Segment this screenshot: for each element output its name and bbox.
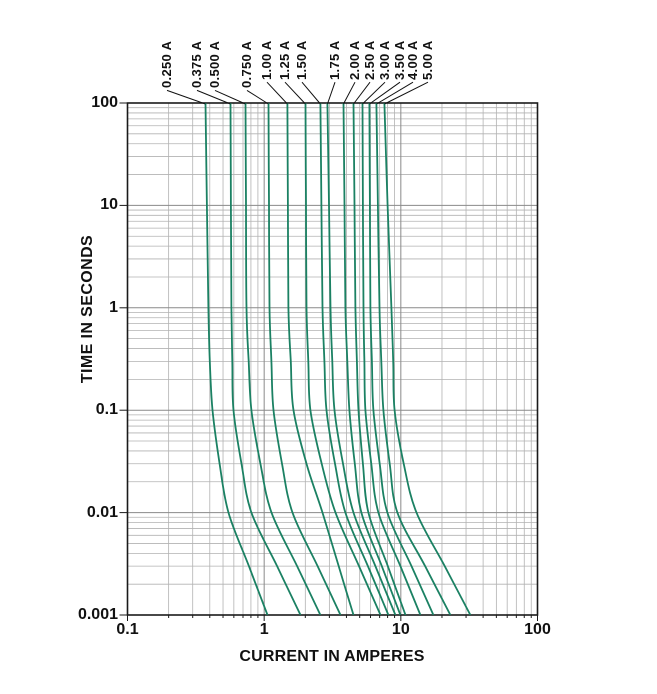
curve-label-1.50A: 1.50 A [294, 40, 309, 81]
curve-leader-line [214, 89, 246, 105]
x-axis-title: CURRENT IN AMPERES [239, 648, 425, 665]
fuse-curve-0.250A [204, 103, 269, 615]
y-tick-label-0.1: 0.1 [95, 401, 118, 419]
fuse-curve-5.00A [383, 103, 472, 615]
curve-leader-line [284, 81, 306, 105]
fuse-curve-2.00A [342, 103, 402, 615]
curve-leader-line [246, 89, 269, 105]
y-tick-label-10: 10 [100, 196, 118, 214]
curve-label-0.750A: 0.750 A [239, 41, 254, 89]
curve-leader-line [384, 81, 429, 105]
fuse-curve-0.750A [267, 103, 342, 615]
curve-label-0.500A: 0.500 A [207, 41, 222, 89]
x-tick-label-100: 100 [524, 621, 551, 638]
y-axis-title: TIME IN SECONDS [79, 234, 96, 384]
plot-border [126, 102, 539, 616]
curve-leader-line [362, 81, 386, 105]
curve-label-2.50A: 2.50 A [362, 40, 377, 81]
curve-leader-line [166, 89, 206, 105]
curve-leader-line [266, 81, 288, 105]
y-tick-label-0.01: 0.01 [86, 503, 118, 521]
curve-label-1.75A: 1.75 A [327, 40, 342, 81]
curve-label-5.00A: 5.00 A [420, 40, 435, 81]
curve-leader-line [353, 81, 371, 105]
x-tick-label-10: 10 [391, 621, 410, 638]
curve-label-1.25A: 1.25 A [277, 40, 292, 81]
fuse-curve-3.50A [368, 103, 435, 615]
grid-minor-lines [127, 103, 538, 615]
curve-label-0.375A: 0.375 A [189, 41, 204, 89]
curve-label-3.00A: 3.00 A [377, 40, 392, 81]
fuse-curve-1.25A [304, 103, 382, 615]
curve-leader-lines [166, 81, 429, 105]
curve-leader-line [196, 89, 231, 105]
fuse-curve-1.00A [286, 103, 355, 615]
curve-leader-line [369, 81, 401, 105]
curve-label-1.00A: 1.00 A [259, 40, 274, 81]
fuse-curve-0.375A [229, 103, 302, 615]
fuse-curve-2.50A [352, 103, 407, 615]
y-tick-label-100: 100 [91, 94, 118, 111]
curve-label-2.00A: 2.00 A [347, 40, 362, 81]
x-tick-label-1: 1 [259, 621, 269, 638]
fuse-curve-1.50A [319, 103, 390, 615]
y-tick-label-1: 1 [109, 298, 118, 316]
curve-leader-line [326, 82, 336, 105]
y-tick-label-0.001: 0.001 [77, 606, 118, 623]
curve-label-0.250A: 0.250 A [159, 41, 174, 89]
curve-leader-line [376, 81, 414, 105]
fuse-curve-1.75A [326, 103, 397, 615]
curve-leader-line [301, 81, 321, 105]
fuse-curves [204, 103, 472, 615]
x-tick-label-0.1: 0.1 [116, 621, 139, 638]
fuse-curve-3.00A [361, 103, 422, 615]
fuse-curve-0.500A [244, 103, 322, 615]
curve-leader-line [343, 81, 356, 105]
curve-label-4.00A: 4.00 A [405, 40, 420, 81]
fuse-curve-4.00A [375, 103, 452, 615]
